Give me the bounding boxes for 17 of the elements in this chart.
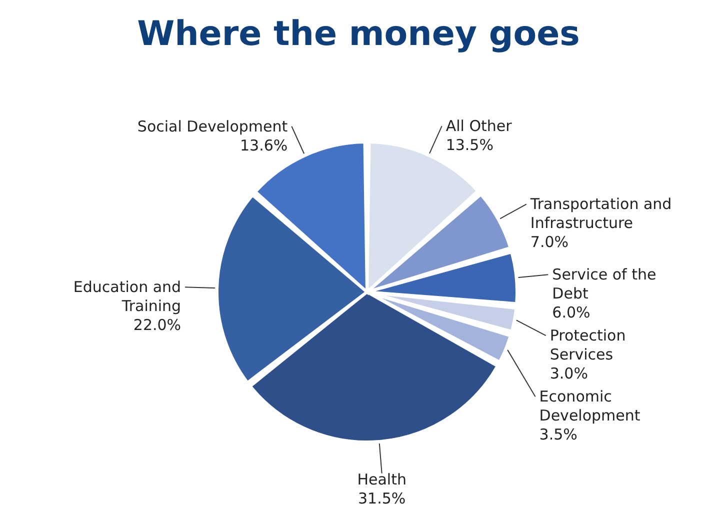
data-label: 22.0% (133, 316, 182, 334)
data-label: 13.6% (240, 136, 288, 154)
chart-title: Where the money goes (137, 14, 580, 54)
slice-label: Health (357, 470, 406, 488)
data-label: 3.5% (539, 426, 578, 444)
data-label: 3.0% (550, 364, 588, 383)
data-label: 13.5% (446, 136, 494, 154)
data-label: 7.0% (530, 233, 569, 252)
slice-label: Transportation and Infrastructure (529, 195, 672, 232)
slice-label: All Other (446, 117, 513, 136)
slice-label: Social Development (137, 117, 288, 136)
slice-label: Protection Services (550, 326, 626, 364)
slice-label: Service of the Debt (552, 266, 656, 303)
data-label: 6.0% (552, 304, 590, 322)
slice-label: Education and Training (73, 278, 182, 316)
data-label: 31.5% (358, 489, 406, 508)
slice-label: Economic Development (539, 388, 640, 425)
